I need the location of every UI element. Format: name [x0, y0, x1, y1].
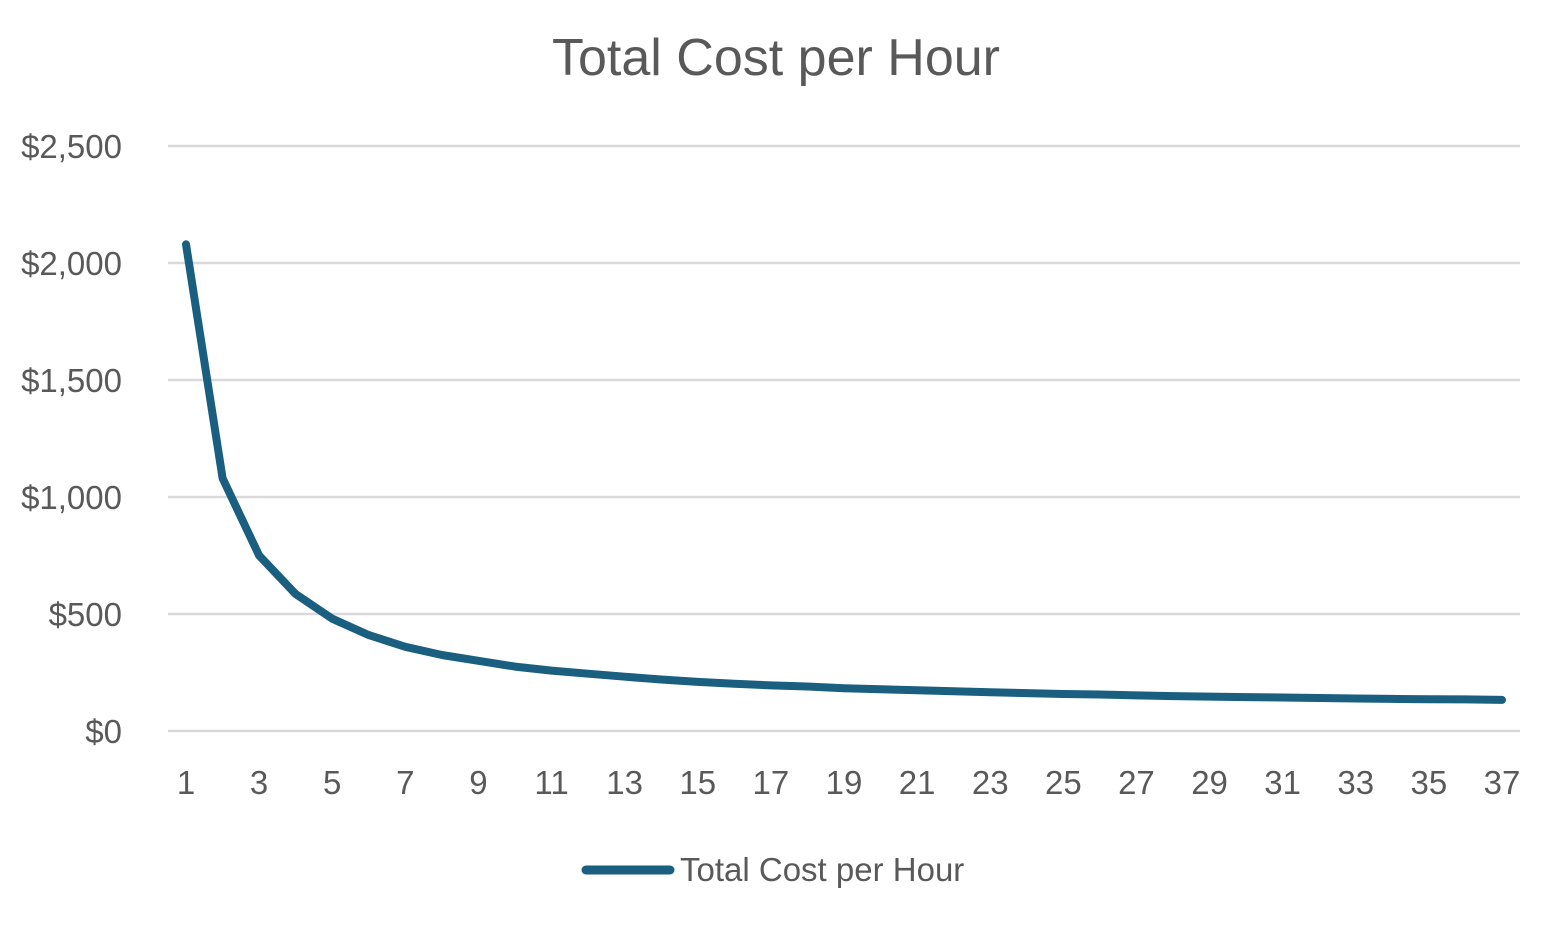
x-tick-label: 29 [1191, 764, 1228, 801]
x-tick-label: 1 [177, 764, 195, 801]
gridlines [168, 144, 1520, 733]
x-tick-label: 9 [469, 764, 487, 801]
x-tick-label: 23 [972, 764, 1009, 801]
x-tick-label: 17 [753, 764, 790, 801]
y-tick-label: $1,000 [21, 479, 122, 516]
x-tick-label: 19 [826, 764, 863, 801]
x-tick-label: 35 [1411, 764, 1448, 801]
series-line-total-cost-per-hour [182, 240, 1506, 704]
y-tick-label: $0 [85, 713, 122, 750]
legend-label-total-cost-per-hour: Total Cost per Hour [680, 851, 964, 888]
y-tick-label: $500 [49, 596, 122, 633]
y-tick-label: $2,500 [21, 128, 122, 165]
y-tick-label: $1,500 [21, 362, 122, 399]
x-tick-label: 31 [1264, 764, 1301, 801]
x-tick-label: 27 [1118, 764, 1155, 801]
x-tick-label: 33 [1337, 764, 1374, 801]
legend: Total Cost per Hour [581, 851, 964, 888]
chart-title: Total Cost per Hour [552, 29, 1000, 87]
x-tick-label: 15 [679, 764, 716, 801]
x-tick-label: 13 [606, 764, 643, 801]
x-axis-tick-labels: 1 3 5 7 9 11 13 15 17 19 21 23 25 27 29 31 33 35 37 [177, 764, 1521, 801]
x-tick-label: 11 [534, 764, 568, 801]
x-tick-label: 25 [1045, 764, 1082, 801]
x-tick-label: 21 [899, 764, 936, 801]
x-tick-label: 5 [323, 764, 341, 801]
x-tick-label: 3 [250, 764, 268, 801]
x-tick-label: 37 [1484, 764, 1521, 801]
series-group [182, 240, 1506, 704]
x-tick-label: 7 [396, 764, 414, 801]
y-tick-label: $2,000 [21, 245, 122, 282]
y-axis-tick-labels: $0 $500 $1,000 $1,500 $2,000 $2,500 [21, 128, 122, 750]
